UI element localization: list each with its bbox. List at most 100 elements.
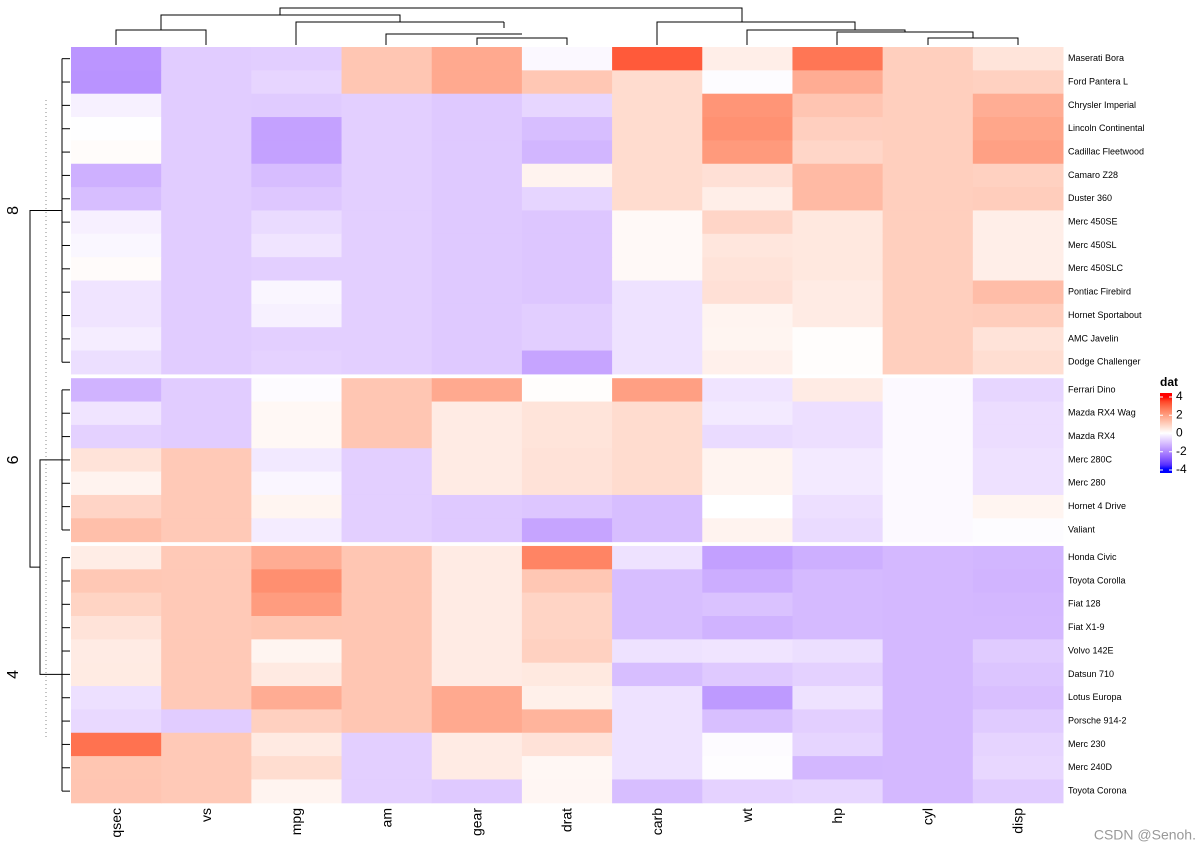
- heatmap-cell: [341, 303, 433, 328]
- heatmap-cell: [251, 47, 343, 71]
- heatmap-cell: [161, 569, 252, 594]
- heatmap-cell: [882, 257, 974, 281]
- heatmap-cell: [521, 327, 613, 352]
- heatmap-cell: [521, 210, 613, 235]
- heatmap-cell: [792, 233, 884, 258]
- heatmap-cell: [521, 401, 613, 426]
- heatmap-cell: [71, 732, 162, 757]
- heatmap-cell: [702, 471, 793, 496]
- row-label: Merc 450SE: [1068, 217, 1118, 227]
- heatmap-cell: [972, 424, 1064, 449]
- heatmap-cell: [702, 233, 793, 258]
- heatmap-cell: [521, 117, 613, 141]
- heatmap-cell: [251, 93, 343, 118]
- heatmap-cell: [792, 732, 884, 757]
- heatmap-cell: [71, 662, 162, 687]
- heatmap-cell: [521, 257, 613, 281]
- heatmap-cell: [612, 518, 703, 543]
- heatmap-cell: [792, 378, 884, 403]
- heatmap-cell: [71, 494, 162, 519]
- heatmap-cell: [71, 140, 162, 165]
- heatmap-cell: [521, 424, 613, 449]
- row-label: Merc 450SL: [1068, 240, 1117, 250]
- row-label: Lincoln Continental: [1068, 123, 1145, 133]
- heatmap-cell: [161, 686, 252, 710]
- heatmap-cell: [341, 471, 433, 496]
- heatmap-cell: [71, 639, 162, 664]
- heatmap-cell: [882, 187, 974, 211]
- heatmap-cell: [521, 545, 613, 570]
- heatmap-cell: [251, 471, 343, 496]
- heatmap-cell: [792, 779, 884, 804]
- legend-tick-label: 0: [1176, 426, 1183, 440]
- heatmap-cell: [161, 70, 252, 95]
- heatmap-cell: [431, 569, 523, 594]
- heatmap-cell: [431, 280, 523, 305]
- heatmap-cell: [972, 350, 1064, 375]
- heatmap-cell: [341, 709, 433, 734]
- heatmap-cell: [71, 70, 162, 95]
- heatmap-cell: [882, 592, 974, 617]
- heatmap-cell: [521, 686, 613, 710]
- row-label: Valiant: [1068, 524, 1095, 534]
- heatmap-cell: [71, 779, 162, 804]
- heatmap-cell: [612, 709, 703, 734]
- heatmap-cell: [161, 257, 252, 281]
- heatmap-cell: [882, 545, 974, 570]
- heatmap-cell: [612, 187, 703, 211]
- heatmap-cell: [341, 70, 433, 95]
- heatmap-cell: [972, 569, 1064, 594]
- heatmap-cell: [792, 518, 884, 543]
- heatmap-cell: [702, 117, 793, 141]
- heatmap-cell: [521, 518, 613, 543]
- legend-colorbar: [1160, 393, 1172, 473]
- heatmap-cell: [431, 210, 523, 235]
- heatmap-cell: [972, 616, 1064, 640]
- heatmap-cell: [71, 257, 162, 281]
- heatmap-cell: [341, 401, 433, 426]
- row-split-label: 6: [5, 455, 22, 464]
- heatmap-cell: [792, 545, 884, 570]
- heatmap-cell: [702, 70, 793, 95]
- row-label: Merc 450SLC: [1068, 263, 1124, 273]
- heatmap-cell: [612, 327, 703, 352]
- heatmap-cell: [251, 686, 343, 710]
- heatmap-cell: [431, 187, 523, 211]
- heatmap-cell: [521, 709, 613, 734]
- heatmap-cell: [702, 163, 793, 188]
- heatmap-cell: [792, 401, 884, 426]
- heatmap-cell: [431, 378, 523, 403]
- heatmap-cell: [431, 779, 523, 804]
- heatmap-cell: [612, 471, 703, 496]
- heatmap-cell: [972, 163, 1064, 188]
- row-split-label: 4: [5, 670, 22, 679]
- heatmap-cell: [702, 187, 793, 211]
- heatmap-cell: [792, 280, 884, 305]
- heatmap-cell: [161, 732, 252, 757]
- heatmap-cell: [71, 378, 162, 403]
- heatmap-cell: [702, 303, 793, 328]
- heatmap-cell: [882, 471, 974, 496]
- heatmap-cell: [702, 47, 793, 71]
- heatmap-cell: [71, 448, 162, 473]
- column-label: cyl: [919, 808, 935, 825]
- heatmap-cell: [251, 187, 343, 211]
- heatmap-cell: [341, 732, 433, 757]
- heatmap-cell: [702, 494, 793, 519]
- heatmap-cell: [972, 280, 1064, 305]
- heatmap-cell: [792, 163, 884, 188]
- heatmap-cell: [612, 592, 703, 617]
- column-label: hp: [829, 808, 845, 824]
- heatmap-cell: [251, 616, 343, 640]
- heatmap-cell: [251, 639, 343, 664]
- heatmap-cell: [431, 47, 523, 71]
- heatmap-cell: [882, 494, 974, 519]
- heatmap-cell: [341, 257, 433, 281]
- heatmap-cell: [612, 732, 703, 757]
- heatmap-cell: [612, 257, 703, 281]
- heatmap-cell: [972, 327, 1064, 352]
- heatmap-cell: [612, 70, 703, 95]
- heatmap-cell: [612, 93, 703, 118]
- heatmap-cell: [521, 448, 613, 473]
- heatmap-cell: [792, 494, 884, 519]
